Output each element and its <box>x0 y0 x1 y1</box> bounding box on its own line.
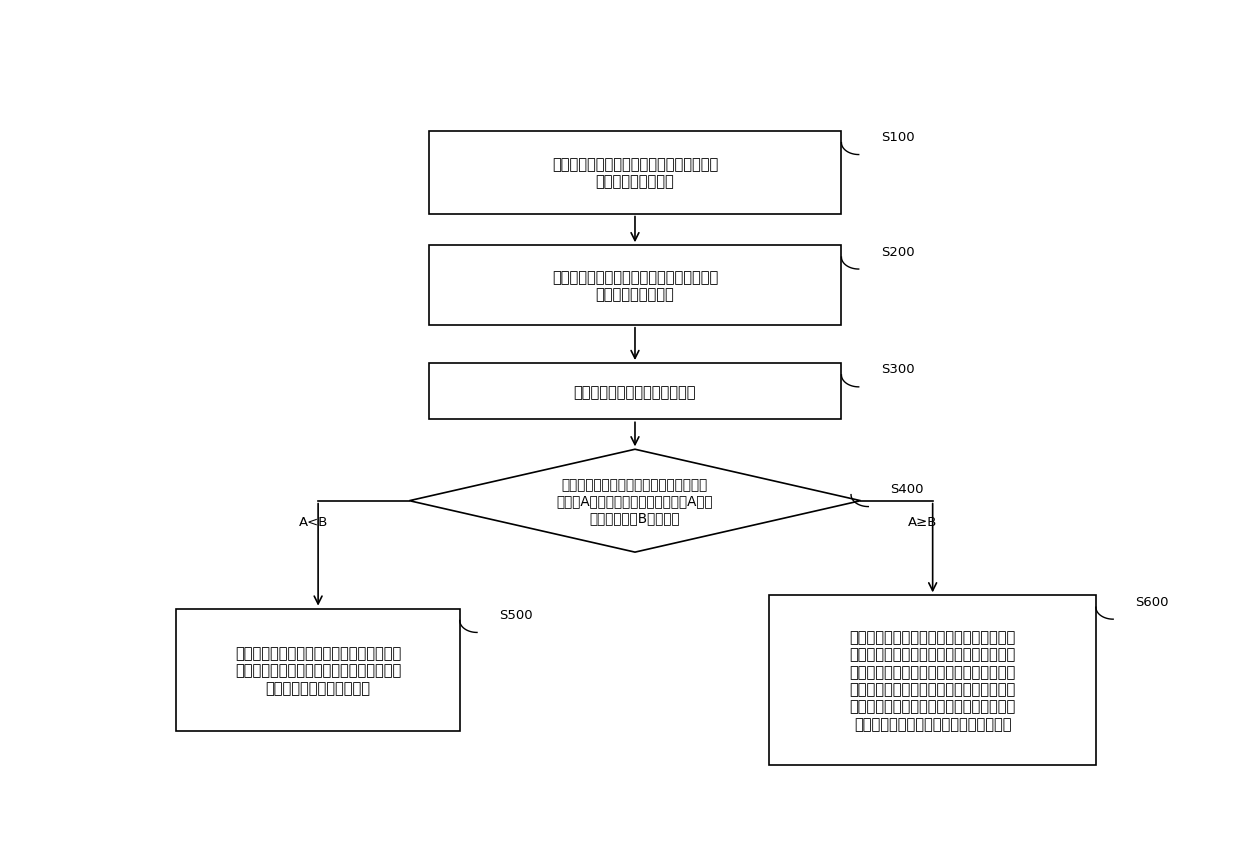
FancyBboxPatch shape <box>429 363 841 420</box>
Text: S100: S100 <box>881 131 914 144</box>
FancyBboxPatch shape <box>429 246 841 325</box>
FancyBboxPatch shape <box>769 596 1097 765</box>
Text: 当本次保存的差分相移与当前系统差分相移
之差大于预设阈值时，将当前系统差分相移
更新为本次保存的差分相移: 当本次保存的差分相移与当前系统差分相移 之差大于预设阈值时，将当前系统差分相移 … <box>235 645 401 695</box>
FancyBboxPatch shape <box>176 609 460 732</box>
Text: S500: S500 <box>499 609 533 622</box>
Text: A<B: A<B <box>299 516 328 529</box>
Text: S400: S400 <box>891 483 924 496</box>
Text: S600: S600 <box>1135 595 1168 608</box>
Text: 在双偏振雷达进行一次扫描后，确定回波中
的地物杂波的距离库: 在双偏振雷达进行一次扫描后，确定回波中 的地物杂波的距离库 <box>551 157 719 189</box>
Text: 计算各距离库的差分相移，统计各距离库的
差分相移出现的频率: 计算各距离库的差分相移，统计各距离库的 差分相移出现的频率 <box>551 269 719 302</box>
Text: A≥B: A≥B <box>908 516 938 529</box>
Text: 统计最近第一时长内保存的各差分相移的
标准差A，将本次统计得到的标准差A与预
设标准差门限B进行比较: 统计最近第一时长内保存的各差分相移的 标准差A，将本次统计得到的标准差A与预 设… <box>556 478 714 524</box>
Polygon shape <box>409 449 861 553</box>
Text: S300: S300 <box>881 363 914 376</box>
Text: 将出现频率最高的差分相移保存: 将出现频率最高的差分相移保存 <box>574 384 696 400</box>
FancyBboxPatch shape <box>429 132 841 214</box>
Text: 将当前系统差分相移分别与最近第二时长内
保存的差分相移的最大值、最近第二时长内
保存的差分相移的最小值进行比较，如果当
前系统差分相移大于所述最大值或小于所述
: 将当前系统差分相移分别与最近第二时长内 保存的差分相移的最大值、最近第二时长内 … <box>850 629 1016 731</box>
Text: S200: S200 <box>881 245 914 258</box>
